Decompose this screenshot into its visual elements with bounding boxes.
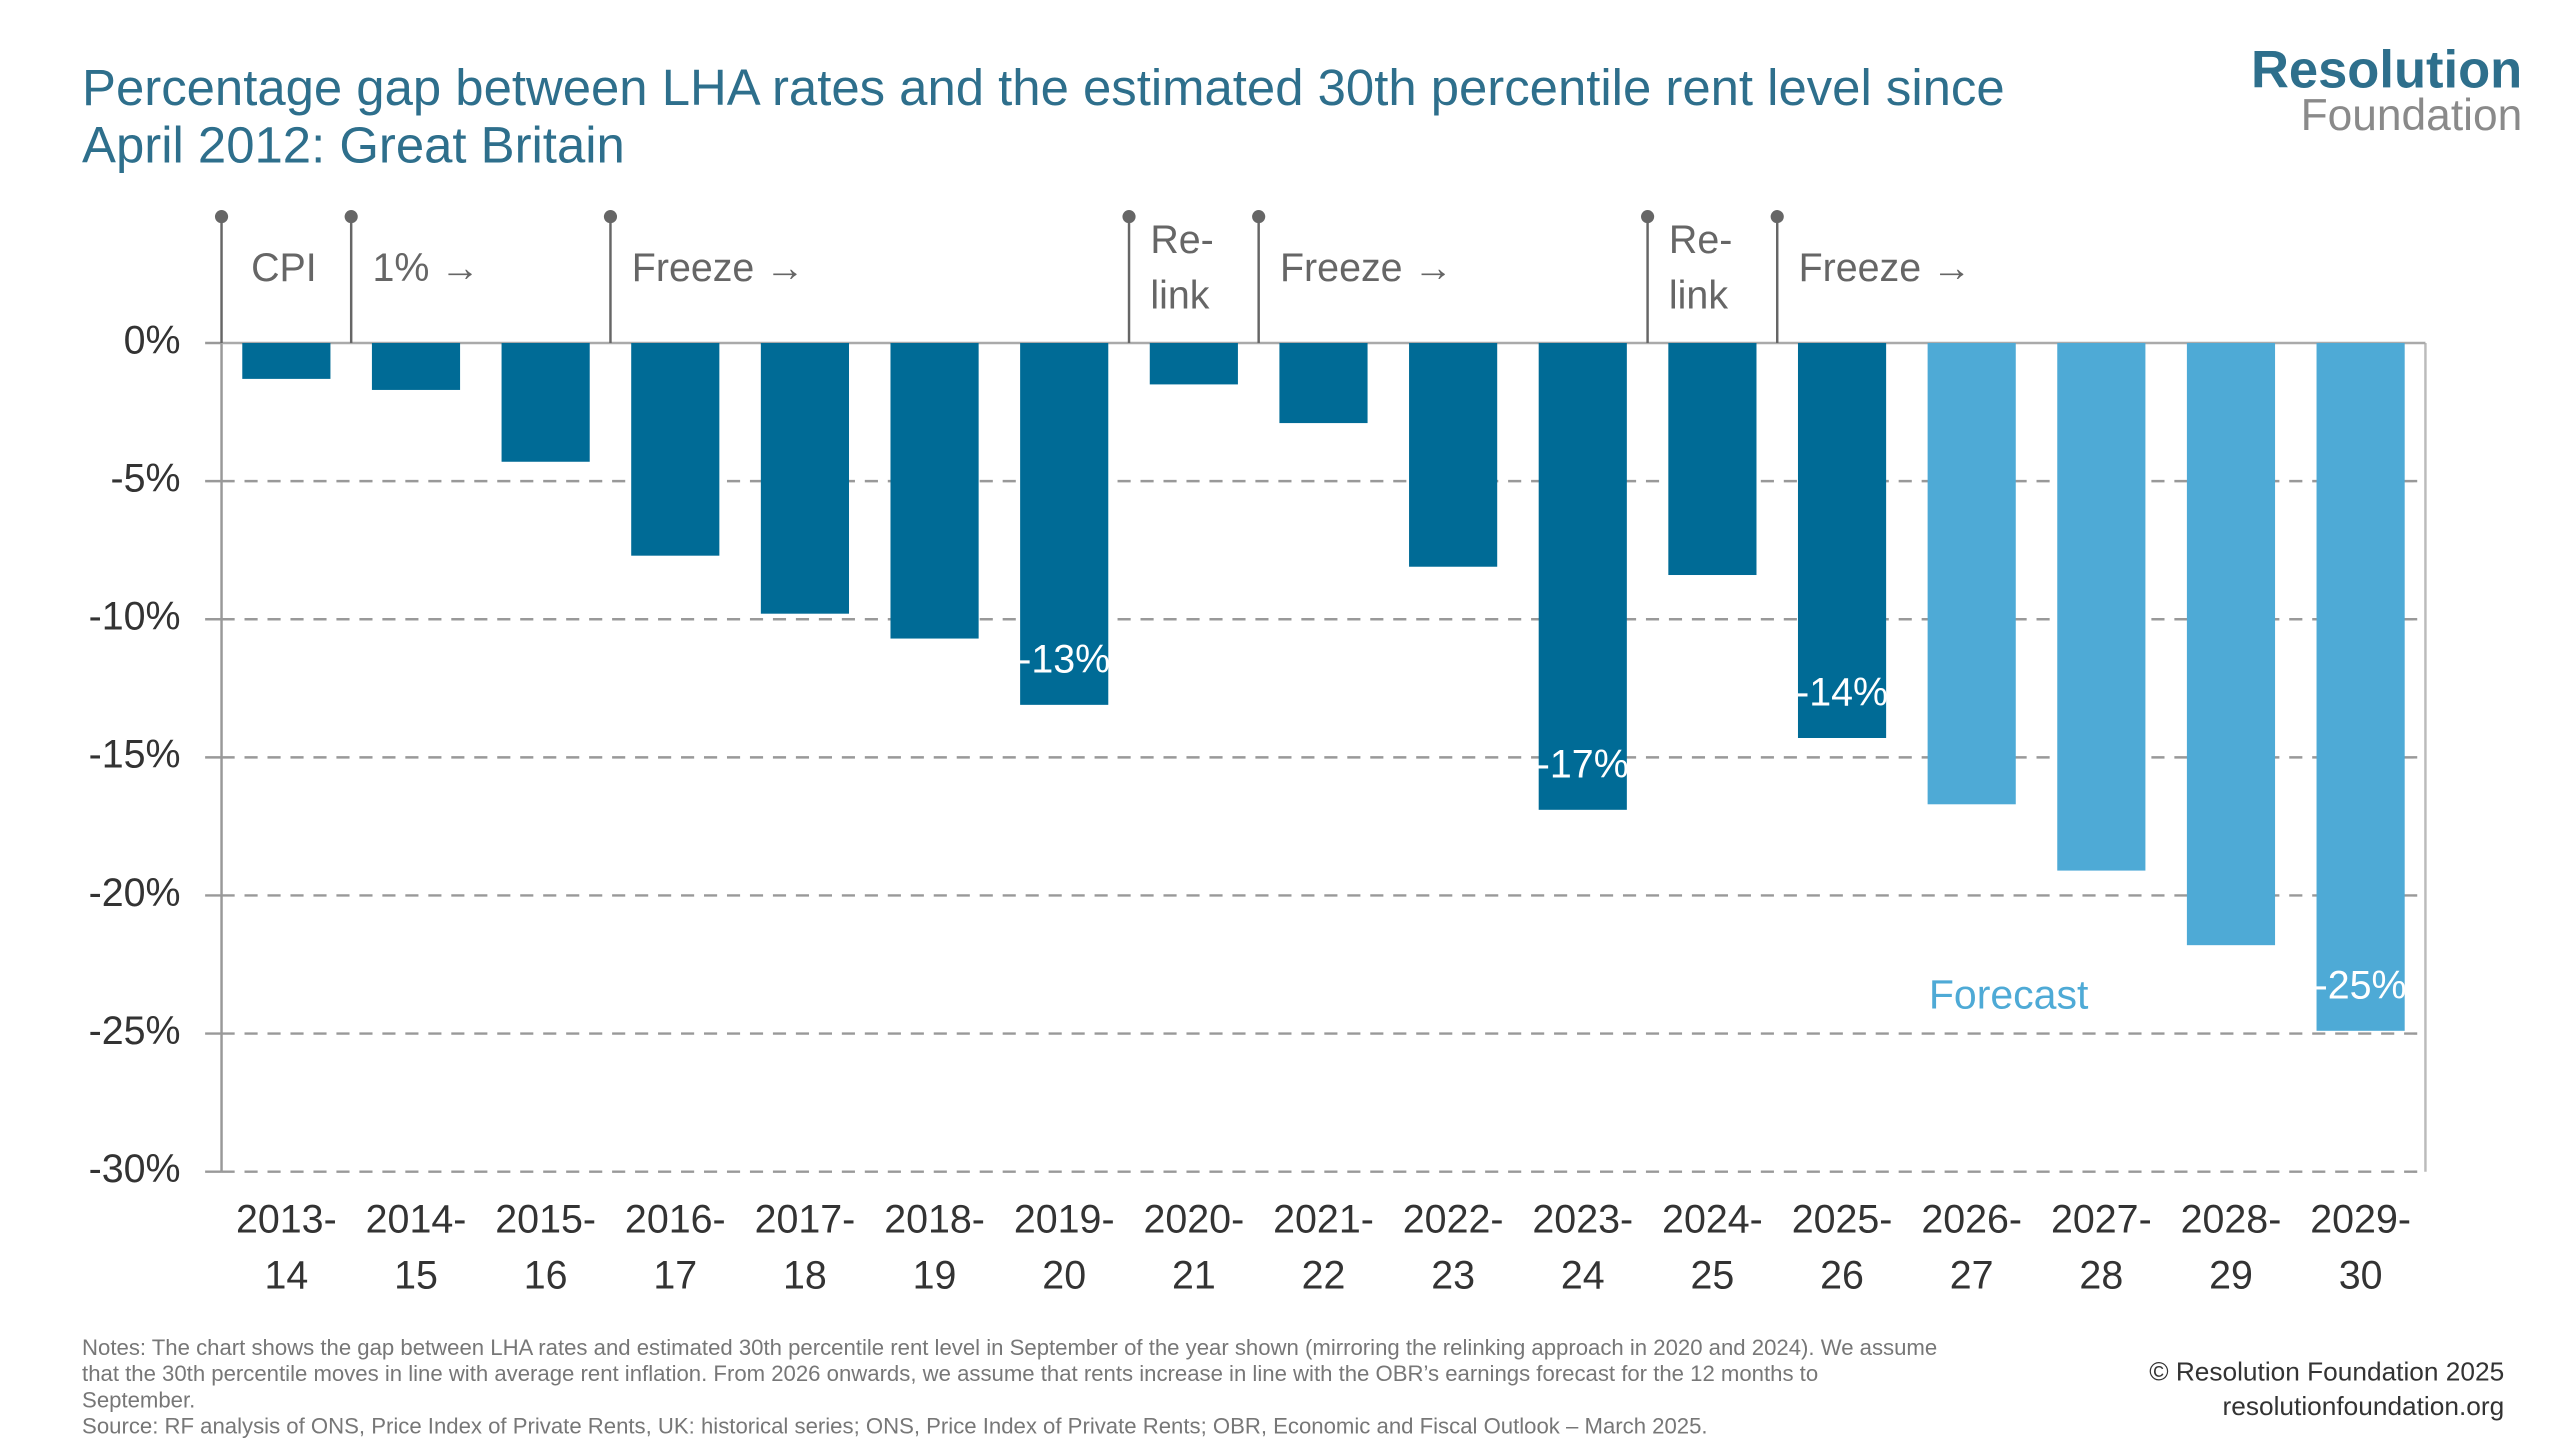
x-tick-label: 2026-27 [1921,1198,2022,1298]
annotation-marker [214,210,229,224]
x-tick-label: 2024-25 [1662,1198,1763,1298]
chart-title: Percentage gap between LHA rates and the… [82,59,2005,173]
annotation-label: Freeze → [1799,246,1972,290]
bar [1279,342,1368,424]
annotation-marker [1252,210,1266,224]
annotation-marker [1122,210,1136,224]
x-tick-label: 2021-22 [1273,1198,1374,1298]
x-tick-label: 2018-19 [884,1198,985,1298]
bar [631,342,720,556]
y-tick-label: -10% [89,595,181,639]
bar [760,342,850,614]
bar [1538,342,1627,810]
bar [2057,342,2146,871]
x-tick-label: 2015-16 [495,1198,596,1298]
annotation-label: CPI [251,246,317,290]
logo-line2: Foundation [2301,91,2523,140]
bar [1020,342,1109,705]
annotation-marker [344,210,358,224]
copyright: © Resolution Foundation 2025 [2149,1356,2504,1386]
bar [890,342,979,639]
x-tick-label: 2014-15 [366,1198,467,1298]
y-tick-label: 0% [124,318,181,362]
x-tick-label: 2020-21 [1143,1198,1244,1298]
annotation-label: Re-link [1150,218,1213,318]
bar [1409,342,1498,567]
bar [371,342,461,390]
bar [1797,342,1887,738]
y-tick-label: -30% [89,1147,181,1191]
bar [1149,342,1238,385]
annotation-label: 1% → [373,246,480,290]
bar [1927,342,2016,805]
x-tick-label: 2025-26 [1792,1198,1893,1298]
x-tick-label: 2016-17 [625,1198,726,1298]
y-tick-label: -15% [89,733,181,777]
data-label: -13% [1018,638,1110,682]
logo-line1: Resolution [2251,41,2522,100]
bar [2186,342,2276,946]
data-label: -25% [2315,964,2407,1008]
annotation-label: Freeze → [632,246,805,290]
x-tick-label: 2013-14 [236,1198,337,1298]
x-tick-label: 2028-29 [2181,1198,2282,1298]
x-tick-label: 2027-28 [2051,1198,2152,1298]
data-label: -14% [1796,671,1888,715]
bar [501,342,590,462]
y-tick-label: -20% [89,871,181,915]
y-tick-label: -25% [89,1009,181,1053]
x-tick-label: 2019-20 [1014,1198,1115,1298]
x-tick-label: 2022-23 [1403,1198,1504,1298]
x-tick-label: 2017-18 [755,1198,856,1298]
bar [2316,342,2405,1031]
bar [242,342,331,379]
annotation-marker [1770,210,1784,224]
annotation-label: Freeze → [1280,246,1453,290]
annotation-marker [1641,210,1655,224]
annotation-label: Re-link [1669,218,1732,318]
y-tick-label: -5% [110,457,180,501]
data-label: -17% [1537,743,1629,787]
x-tick-label: 2023-24 [1532,1198,1633,1298]
forecast-label: Forecast [1929,972,2089,1018]
website: resolutionfoundation.org [2223,1391,2505,1421]
annotation-marker [603,210,618,224]
x-tick-label: 2029-30 [2310,1198,2411,1298]
notes: Notes: The chart shows the gap between L… [82,1335,1937,1439]
bar [1668,342,1757,576]
